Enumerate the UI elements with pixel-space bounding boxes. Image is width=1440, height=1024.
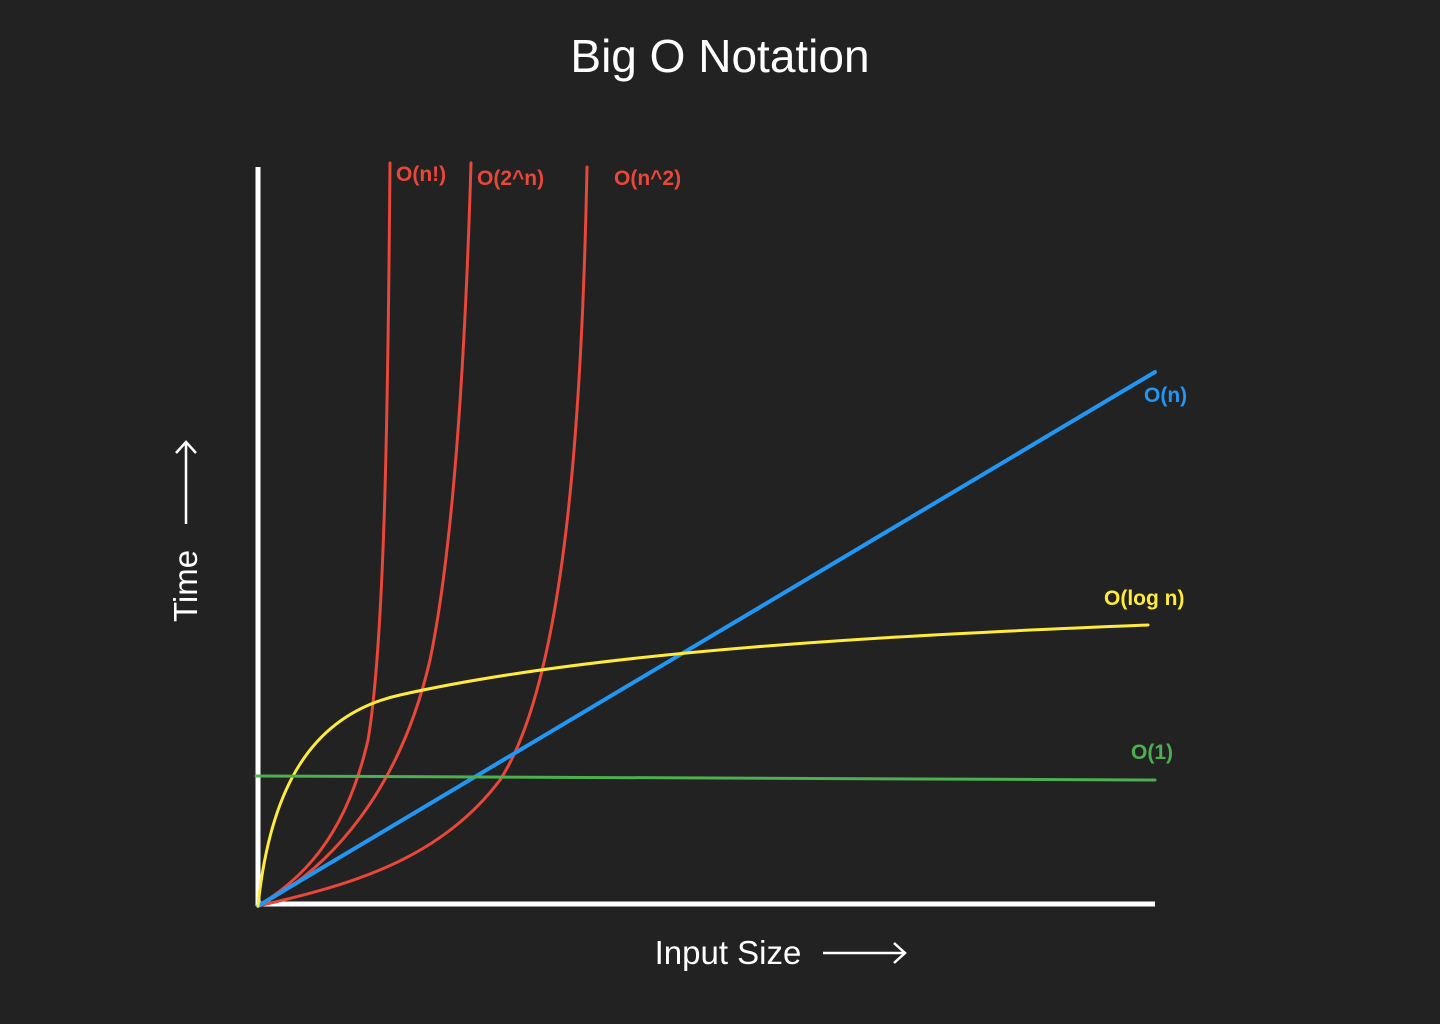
series-line-exponential: [256, 161, 473, 908]
series-line-linear: [256, 370, 1157, 908]
series-line-quadratic: [256, 165, 589, 908]
series-line-constant: [254, 774, 1157, 782]
y-axis-label: Time: [167, 550, 204, 622]
series-label-exponential: O(2^n): [477, 167, 544, 190]
series-label-logarithmic: O(log n): [1104, 587, 1184, 610]
x-axis-arrow-icon: [823, 942, 907, 964]
series-layer: O(n!) O(2^n) O(n^2) O(n) O(log n) O(1): [254, 161, 1187, 908]
series-label-linear: O(n): [1144, 384, 1187, 407]
chart-title: Big O Notation: [570, 30, 869, 82]
series-label-factorial: O(n!): [396, 163, 446, 186]
y-axis-arrow-icon: [175, 440, 197, 524]
series-label-quadratic: O(n^2): [614, 167, 681, 190]
x-axis-label: Input Size: [655, 934, 802, 971]
series-line-logarithmic: [256, 623, 1150, 908]
series-label-constant: O(1): [1131, 741, 1173, 764]
series-line-factorial: [256, 161, 392, 908]
